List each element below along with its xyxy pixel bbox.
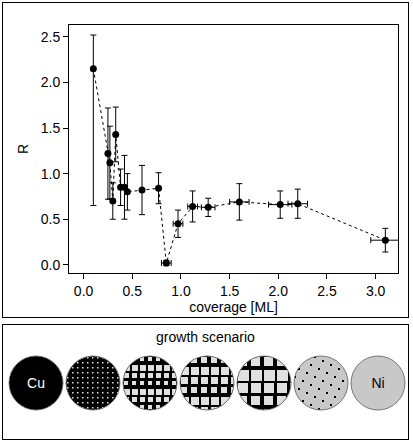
svg-text:0.5: 0.5: [41, 211, 61, 227]
svg-text:3.0: 3.0: [366, 283, 386, 299]
svg-text:2.5: 2.5: [41, 29, 61, 45]
svg-text:Ni: Ni: [371, 375, 384, 391]
svg-text:R: R: [15, 144, 31, 154]
svg-text:1.0: 1.0: [41, 166, 61, 182]
svg-text:0.0: 0.0: [74, 283, 94, 299]
svg-text:2.5: 2.5: [317, 283, 337, 299]
svg-text:1.5: 1.5: [220, 283, 240, 299]
svg-text:coverage [ML]: coverage [ML]: [189, 299, 278, 315]
svg-text:1.5: 1.5: [41, 120, 61, 136]
svg-text:0.0: 0.0: [41, 257, 61, 273]
svg-text:0.5: 0.5: [123, 283, 143, 299]
svg-text:Cu: Cu: [27, 375, 45, 391]
html-text:growth scenario: growth scenario: [156, 329, 255, 345]
svg-text:2.0: 2.0: [269, 283, 289, 299]
svg-text:2.0: 2.0: [41, 74, 61, 90]
svg-text:1.0: 1.0: [171, 283, 191, 299]
